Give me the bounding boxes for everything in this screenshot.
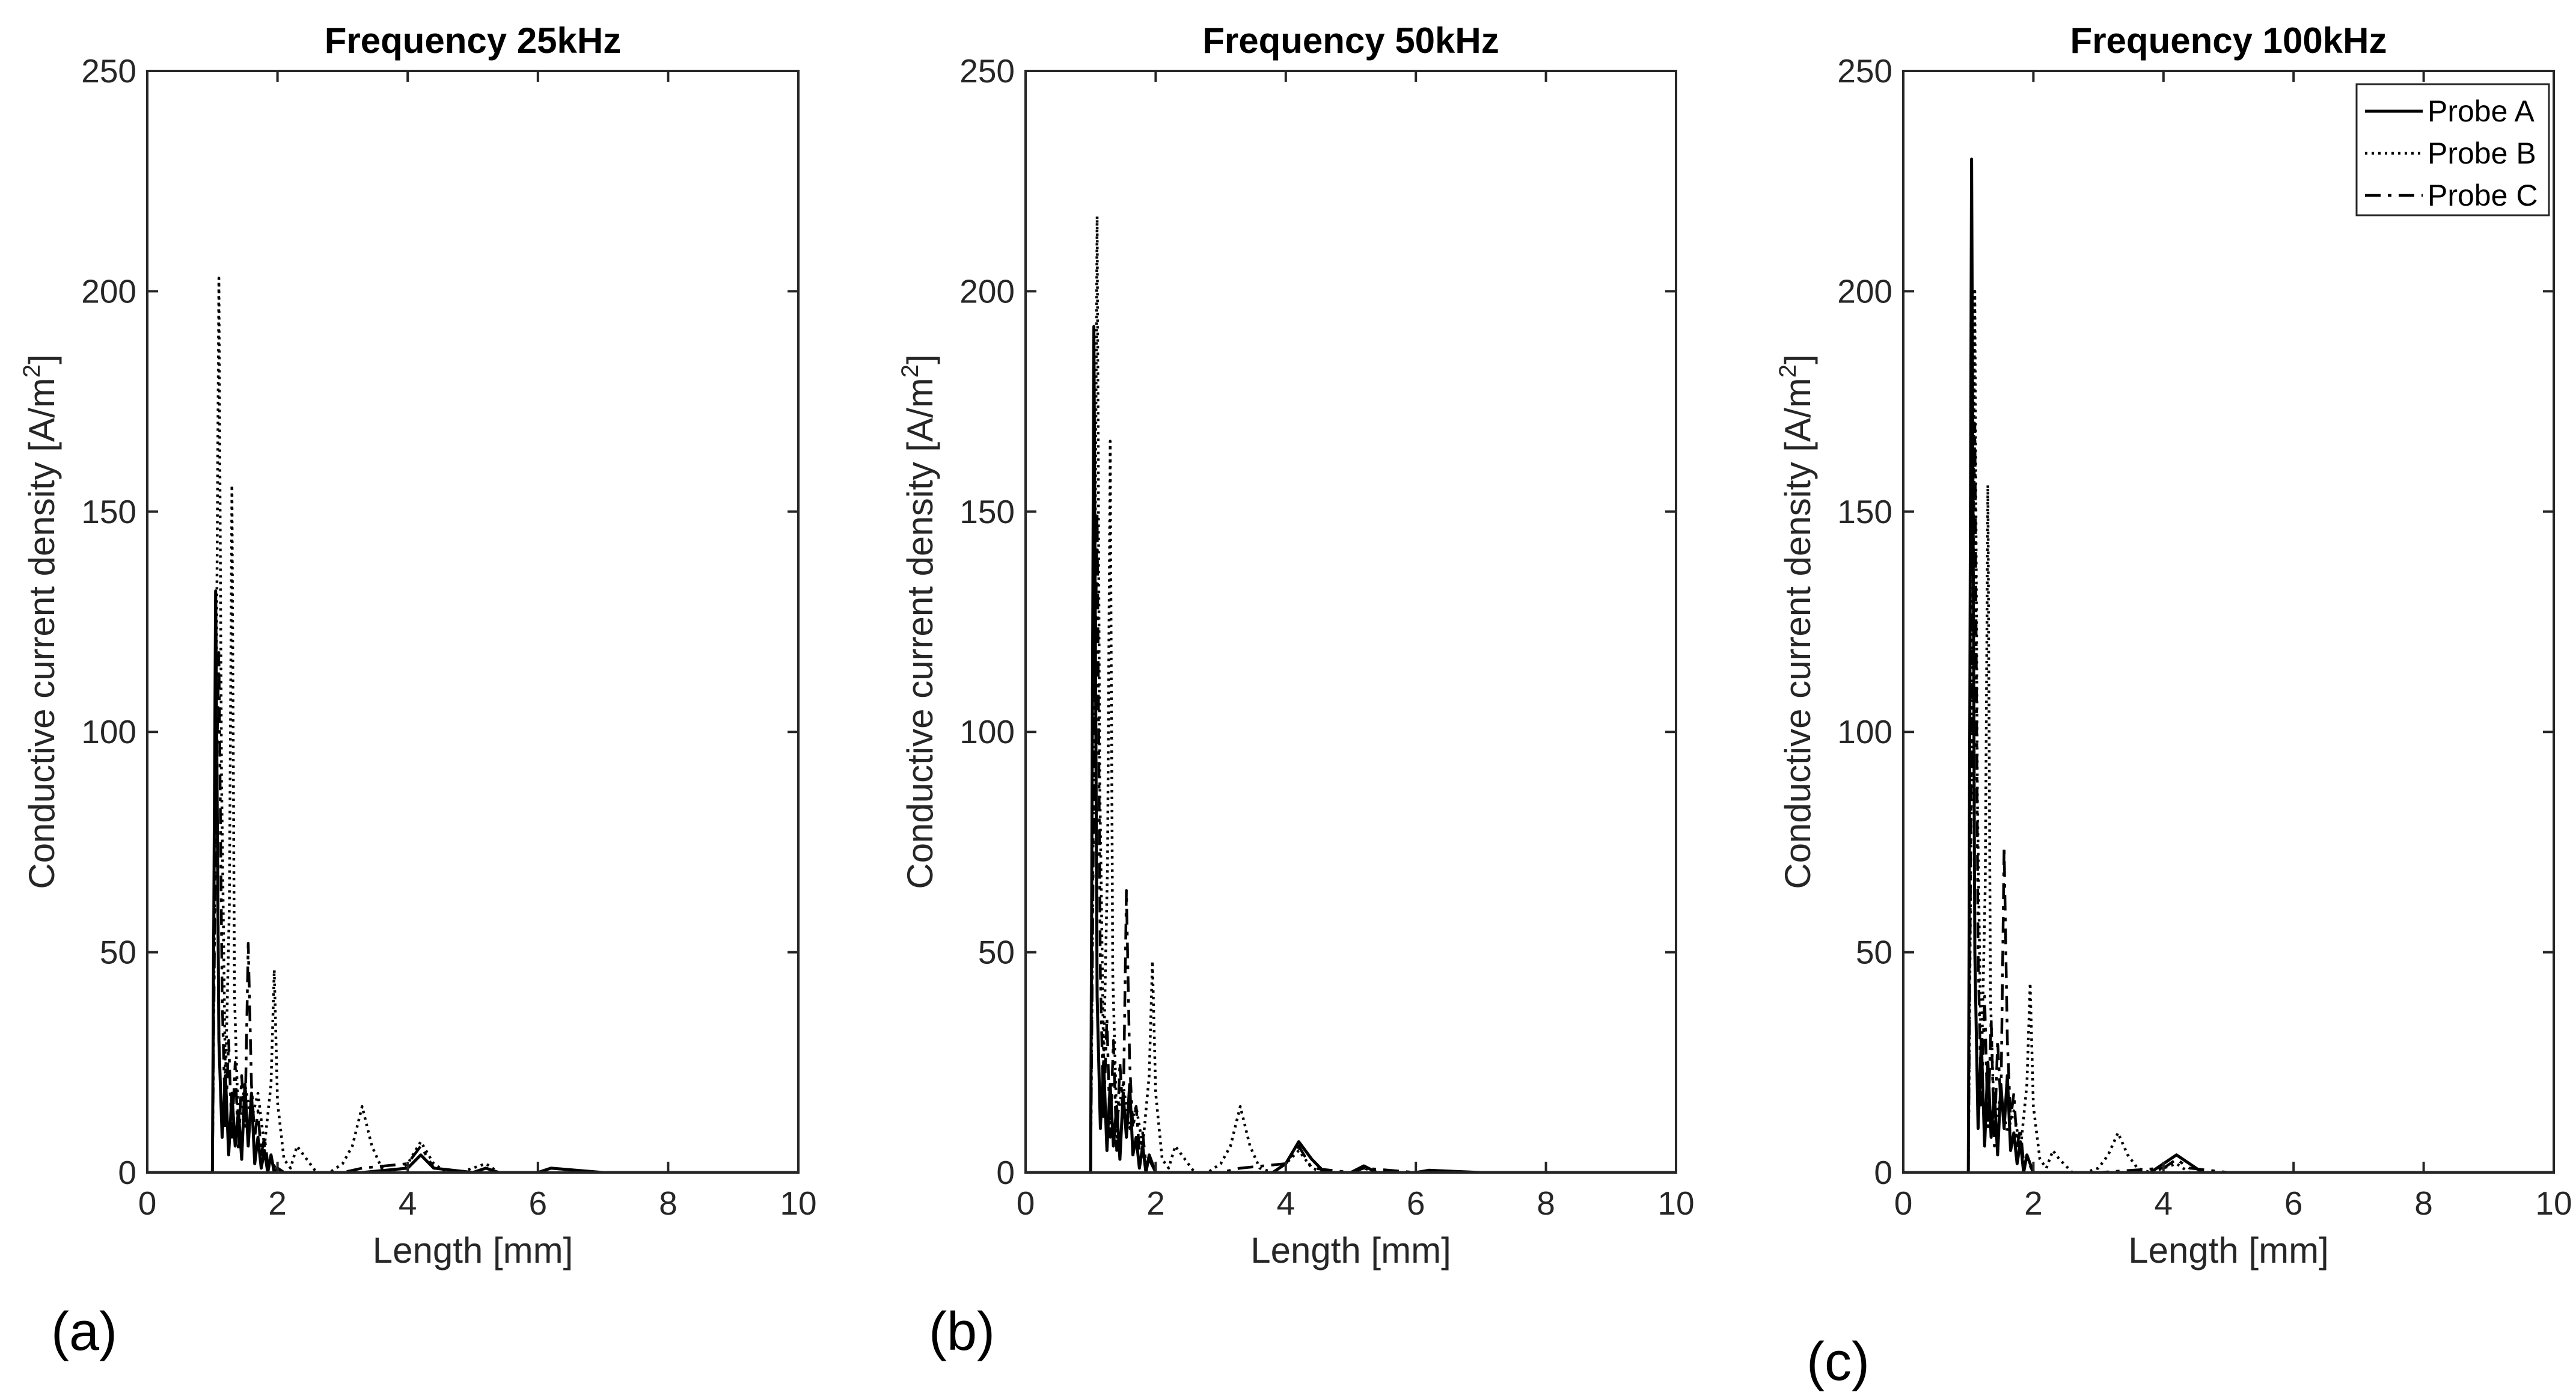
- y-tick-label: 100: [81, 713, 136, 750]
- y-tick-label: 250: [1837, 52, 1892, 90]
- y-tick-label: 200: [1837, 272, 1892, 310]
- y-tick-label: 150: [959, 493, 1015, 530]
- y-axis-label-superscript: 2: [1775, 364, 1801, 378]
- y-tick-label: 250: [959, 52, 1015, 90]
- series-line-solid: [147, 589, 798, 1173]
- x-tick-label: 8: [659, 1185, 678, 1222]
- series-line-dotted: [147, 277, 798, 1173]
- y-tick-label: 200: [81, 272, 136, 310]
- chart-title: Frequency 50kHz: [1202, 20, 1499, 61]
- y-axis-label: Conductive current density [A/m2]: [19, 354, 62, 889]
- panel-label: (a): [51, 1302, 117, 1362]
- series-line-dotted: [1026, 215, 1676, 1173]
- x-axis-label: Length [mm]: [2128, 1230, 2329, 1271]
- x-tick-label: 0: [138, 1185, 157, 1222]
- y-axis-label-superscript: 2: [897, 364, 923, 378]
- x-tick-label: 8: [1537, 1185, 1555, 1222]
- x-tick-label: 2: [1146, 1185, 1165, 1222]
- x-tick-label: 2: [2024, 1185, 2043, 1222]
- x-tick-label: 4: [1277, 1185, 1296, 1222]
- x-tick-label: 4: [2155, 1185, 2173, 1222]
- plot-frame: [1024, 70, 1677, 1174]
- legend-entry-probe-b: Probe B: [2428, 136, 2536, 170]
- y-axis-label-text: Conductive current density [A/m: [1778, 378, 1818, 889]
- series-line-probe-c: [1903, 422, 2554, 1173]
- y-tick-label: 250: [81, 52, 136, 90]
- x-axis-label: Length [mm]: [1250, 1230, 1451, 1271]
- y-axis-label: Conductive current density [A/m2]: [897, 354, 940, 889]
- plot-frame: [1902, 70, 2555, 1174]
- y-axis-label-bracket: ]: [22, 354, 62, 364]
- y-axis-label-bracket: ]: [900, 354, 940, 364]
- chart-title: Frequency 100kHz: [2070, 20, 2387, 61]
- legend-entry-probe-a: Probe A: [2428, 94, 2535, 128]
- x-tick-label: 4: [399, 1185, 417, 1222]
- y-tick-label: 100: [1837, 713, 1892, 750]
- x-tick-label: 8: [2414, 1185, 2433, 1222]
- legend-entry-probe-c: Probe C: [2428, 179, 2538, 212]
- y-tick-label: 200: [959, 272, 1015, 310]
- y-tick-label: 50: [978, 934, 1015, 971]
- y-axis-label-text: Conductive current density [A/m: [900, 378, 940, 889]
- y-tick-label: 0: [1874, 1154, 1892, 1191]
- x-tick-label: 10: [1657, 1185, 1694, 1222]
- x-tick-label: 6: [2284, 1185, 2303, 1222]
- legend: Probe A Probe B Probe C: [2355, 83, 2550, 216]
- y-axis-label-superscript: 2: [19, 364, 45, 378]
- panel-label: (b): [929, 1302, 995, 1362]
- y-axis-label-text: Conductive current density [A/m: [22, 378, 62, 889]
- legend-box: [2355, 83, 2550, 216]
- plot-frame: [146, 70, 800, 1174]
- x-tick-label: 10: [2535, 1185, 2572, 1222]
- y-tick-label: 0: [996, 1154, 1015, 1191]
- panel-label: (c): [1807, 1332, 1870, 1392]
- y-tick-label: 150: [1837, 493, 1892, 530]
- x-tick-label: 0: [1017, 1185, 1035, 1222]
- y-axis-label-bracket: ]: [1778, 354, 1818, 364]
- x-axis-label: Length [mm]: [373, 1230, 574, 1271]
- y-tick-label: 0: [118, 1154, 136, 1191]
- y-tick-label: 150: [81, 493, 136, 530]
- series-line-probe-b: [1903, 290, 2554, 1173]
- series-line-dashdot: [1026, 510, 1676, 1173]
- x-tick-label: 10: [780, 1185, 816, 1222]
- chart-title: Frequency 25kHz: [325, 20, 622, 61]
- x-tick-label: 0: [1894, 1185, 1913, 1222]
- x-tick-label: 2: [268, 1185, 287, 1222]
- y-tick-label: 50: [1856, 934, 1892, 971]
- x-tick-label: 6: [1407, 1185, 1425, 1222]
- y-axis-label: Conductive current density [A/m2]: [1775, 354, 1818, 889]
- y-tick-label: 50: [100, 934, 136, 971]
- y-tick-label: 100: [959, 713, 1015, 750]
- series-line-solid: [1026, 325, 1676, 1173]
- series-line-dashdot: [147, 651, 798, 1173]
- x-tick-label: 6: [529, 1185, 548, 1222]
